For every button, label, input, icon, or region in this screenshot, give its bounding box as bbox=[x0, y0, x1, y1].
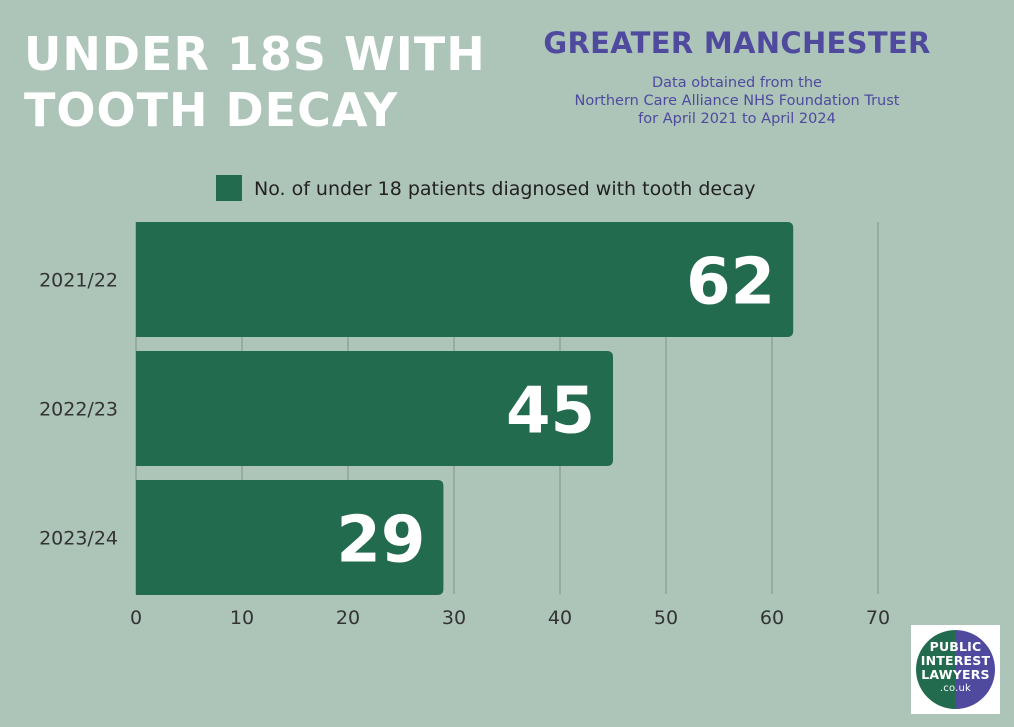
source-note: Data obtained from the Northern Care All… bbox=[530, 74, 944, 128]
logo-text-line-1: PUBLIC bbox=[929, 639, 982, 654]
legend-label: No. of under 18 patients diagnosed with … bbox=[254, 178, 755, 200]
x-tick-label-60: 60 bbox=[760, 607, 784, 629]
x-tick-label-0: 0 bbox=[130, 607, 142, 629]
legend-swatch bbox=[216, 175, 242, 201]
logo-text-line-3: LAWYERS bbox=[921, 667, 990, 682]
bar-2021-22 bbox=[136, 222, 794, 337]
category-label-2023-24: 2023/24 bbox=[39, 528, 118, 550]
logo-text-line-4: .co.uk bbox=[939, 683, 972, 694]
source-note-line-3: for April 2021 to April 2024 bbox=[638, 111, 836, 127]
page-title: UNDER 18S WITH TOOTH DECAY bbox=[24, 26, 486, 138]
data-label-2022-23: 45 bbox=[506, 375, 595, 449]
bar-2023-24 bbox=[136, 480, 444, 595]
x-tick-label-30: 30 bbox=[442, 607, 466, 629]
public-interest-lawyers-logo: PUBLIC INTEREST LAWYERS .co.uk bbox=[911, 625, 1000, 714]
page-title-line-1: UNDER 18S WITH bbox=[24, 27, 486, 81]
region-heading: GREATER MANCHESTER bbox=[543, 26, 931, 60]
data-label-2021-22: 62 bbox=[686, 246, 775, 320]
data-label-2023-24: 29 bbox=[336, 504, 425, 578]
page-title-line-2: TOOTH DECAY bbox=[24, 83, 399, 137]
logo-text-line-2: INTEREST bbox=[920, 653, 991, 668]
x-tick-label-20: 20 bbox=[336, 607, 360, 629]
category-label-2022-23: 2022/23 bbox=[39, 399, 118, 421]
source-note-line-1: Data obtained from the bbox=[652, 75, 822, 91]
x-tick-label-10: 10 bbox=[230, 607, 254, 629]
x-tick-label-40: 40 bbox=[548, 607, 572, 629]
bar-2022-23 bbox=[136, 351, 613, 466]
category-label-2021-22: 2021/22 bbox=[39, 270, 118, 292]
source-note-line-2: Northern Care Alliance NHS Foundation Tr… bbox=[574, 93, 900, 109]
x-tick-label-70: 70 bbox=[866, 607, 890, 629]
logo-badge: PUBLIC INTEREST LAWYERS .co.uk bbox=[916, 630, 995, 709]
x-tick-label-50: 50 bbox=[654, 607, 678, 629]
